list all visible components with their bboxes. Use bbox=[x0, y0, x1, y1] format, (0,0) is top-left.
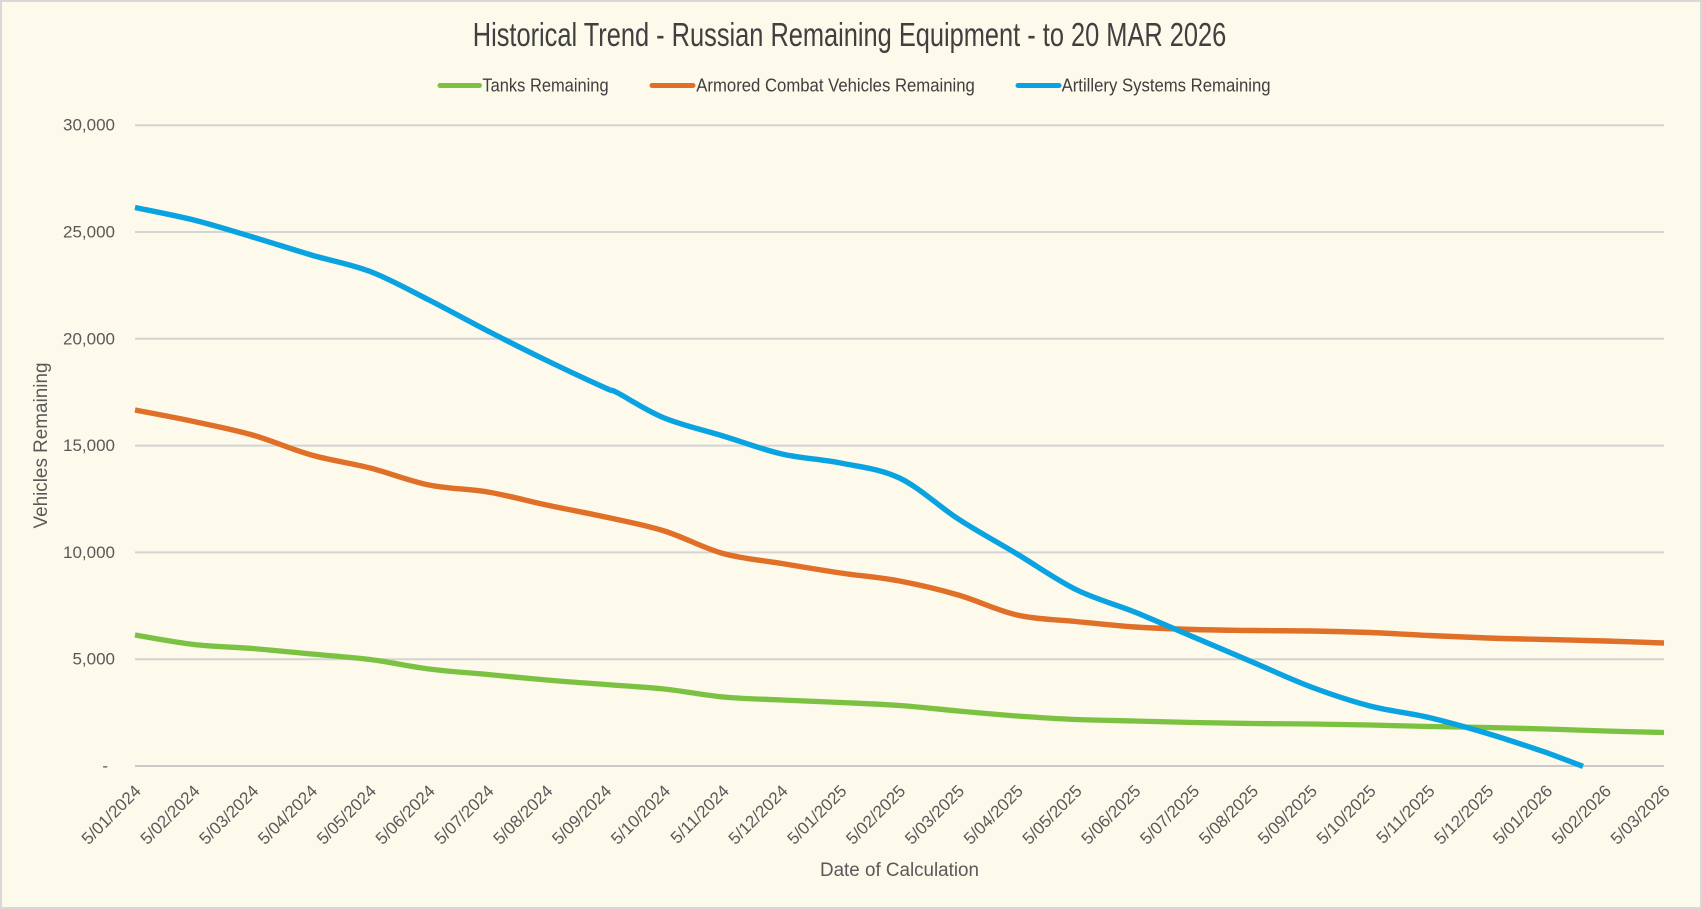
svg-text:Historical Trend - Russian Rem: Historical Trend - Russian Remaining Equ… bbox=[473, 16, 1227, 53]
svg-text:Armored Combat Vehicles Remain: Armored Combat Vehicles Remaining bbox=[696, 75, 975, 96]
svg-text:10,000: 10,000 bbox=[63, 543, 115, 562]
svg-text:Artillery Systems Remaining: Artillery Systems Remaining bbox=[1062, 75, 1271, 96]
svg-text:25,000: 25,000 bbox=[63, 223, 115, 242]
svg-text:15,000: 15,000 bbox=[63, 436, 115, 455]
svg-text:-: - bbox=[102, 757, 108, 776]
svg-text:Date of Calculation: Date of Calculation bbox=[820, 860, 979, 881]
svg-text:Vehicles Remaining: Vehicles Remaining bbox=[31, 363, 52, 529]
svg-text:5,000: 5,000 bbox=[72, 650, 115, 669]
svg-text:30,000: 30,000 bbox=[63, 116, 115, 135]
svg-text:Tanks Remaining: Tanks Remaining bbox=[482, 75, 608, 96]
svg-text:20,000: 20,000 bbox=[63, 329, 115, 348]
